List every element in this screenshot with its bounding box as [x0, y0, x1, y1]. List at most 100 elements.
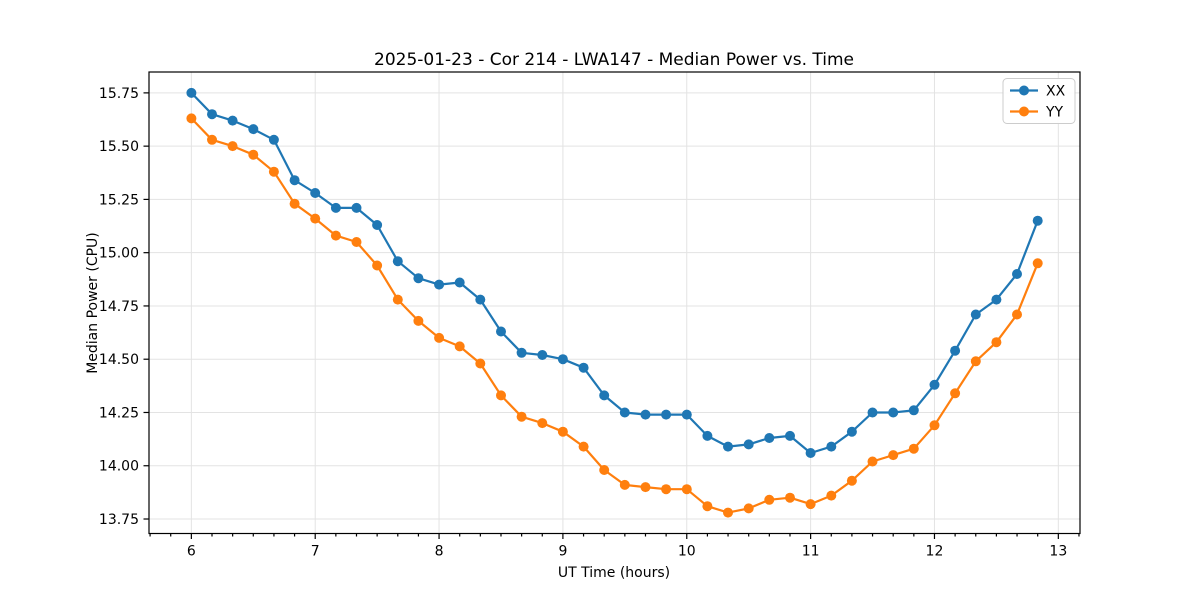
data-point [268, 166, 279, 177]
data-point [867, 456, 878, 467]
y-tick-label: 15.75 [99, 86, 139, 102]
x-tick-label: 13 [1049, 544, 1067, 560]
x-axis-label: UT Time (hours) [558, 565, 670, 581]
legend-marker-xx [1019, 85, 1029, 96]
data-point [557, 354, 568, 365]
data-point [599, 390, 610, 401]
data-point [970, 309, 981, 320]
data-point [640, 482, 651, 493]
data-point [681, 409, 692, 420]
axes-spines [148, 71, 1081, 535]
x-tick-label: 6 [187, 544, 196, 560]
data-point [805, 448, 816, 458]
series-xx [186, 87, 1043, 458]
x-tick-label: 9 [558, 544, 567, 560]
data-point [227, 141, 238, 152]
data-point [826, 441, 837, 452]
data-point [207, 134, 217, 145]
data-point [991, 294, 1002, 305]
data-point [1012, 269, 1022, 279]
data-layer [186, 87, 1043, 518]
y-tick-label: 14.00 [99, 459, 139, 475]
data-point [908, 405, 919, 416]
x-tick-label: 12 [926, 544, 944, 560]
data-point [1012, 309, 1022, 320]
chart-title: 2025-01-23 - Cor 214 - LWA147 - Median P… [374, 50, 854, 70]
data-point [496, 326, 506, 337]
data-point [846, 475, 857, 486]
data-point [681, 484, 692, 495]
data-point [330, 202, 341, 213]
data-point [702, 501, 713, 512]
data-point [434, 279, 445, 290]
data-point [846, 426, 857, 437]
data-point [578, 441, 589, 452]
x-tick-label: 10 [678, 544, 696, 560]
data-point [785, 430, 795, 441]
data-point [1032, 215, 1043, 226]
data-point [867, 407, 878, 418]
series-line-yy [190, 117, 1039, 514]
data-point [888, 407, 899, 418]
data-point [1032, 258, 1043, 269]
data-point [991, 337, 1002, 348]
x-tick-label: 8 [435, 544, 444, 560]
data-point [743, 439, 754, 450]
data-point [619, 407, 630, 418]
legend: XX YY [1002, 78, 1076, 124]
data-point [207, 109, 217, 120]
y-tick-label: 15.50 [99, 139, 139, 155]
y-tick-label: 14.50 [99, 352, 139, 368]
legend-label-xx: XX [1046, 84, 1066, 100]
data-point [537, 350, 548, 360]
data-point [950, 388, 961, 399]
data-point [908, 443, 919, 454]
data-point [764, 433, 775, 443]
data-point [516, 347, 527, 358]
data-point [392, 256, 403, 267]
y-tick-label: 15.00 [99, 246, 139, 262]
data-point [351, 237, 362, 247]
data-point [289, 198, 300, 209]
data-point [372, 220, 383, 230]
data-point [268, 134, 279, 145]
data-point [970, 356, 981, 367]
x-tick-label: 7 [311, 544, 320, 560]
tick-layer: 6 7 8 9 10 11 12 13 13.75 14.00 14.25 14.50 14.75 15.… [99, 86, 1080, 560]
data-point [413, 315, 424, 326]
grid-layer [149, 72, 1080, 534]
data-point [826, 490, 837, 501]
y-tick-label: 13.75 [99, 512, 139, 528]
data-point [785, 492, 795, 503]
data-point [702, 430, 713, 441]
data-point [723, 441, 733, 452]
data-point [248, 149, 259, 160]
data-point [578, 362, 589, 373]
data-point [454, 277, 465, 288]
y-axis-label: Median Power (CPU) [85, 232, 101, 374]
data-point [434, 332, 445, 343]
legend-marker-yy [1019, 106, 1029, 117]
data-point [764, 494, 775, 505]
legend-item-yy: YY [1010, 105, 1064, 121]
data-point [619, 479, 630, 490]
data-point [454, 341, 465, 352]
data-point [248, 124, 259, 135]
data-point [351, 202, 362, 213]
data-point [475, 358, 486, 369]
data-point [392, 294, 403, 305]
data-point [289, 175, 300, 186]
data-point [186, 113, 197, 124]
data-point [888, 450, 899, 461]
data-point [929, 379, 940, 390]
data-point [310, 213, 321, 224]
series-line-xx [190, 91, 1039, 455]
data-point [186, 87, 197, 98]
y-tick-label: 15.25 [99, 192, 139, 208]
data-point [640, 409, 651, 420]
data-point [227, 115, 238, 126]
data-point [661, 484, 672, 495]
x-tick-label: 11 [802, 544, 820, 560]
